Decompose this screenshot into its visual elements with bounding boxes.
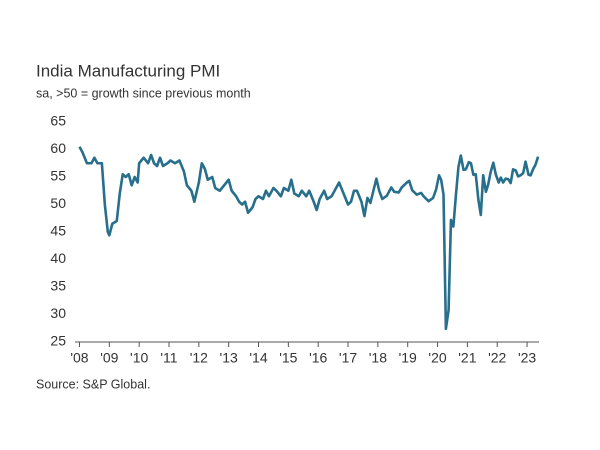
chart-title: India Manufacturing PMI xyxy=(36,61,220,80)
x-tick-label: '09 xyxy=(100,350,118,366)
x-tick-label: '19 xyxy=(399,350,417,366)
y-tick-label: 50 xyxy=(50,195,66,211)
y-tick-label: 35 xyxy=(50,278,66,294)
source-note: Source: S&P Global. xyxy=(36,377,150,391)
y-tick-label: 40 xyxy=(50,250,66,266)
x-tick-label: '15 xyxy=(279,350,297,366)
y-tick-label: 25 xyxy=(50,333,66,349)
x-tick-label: '20 xyxy=(428,350,446,366)
x-tick-label: '22 xyxy=(488,350,506,366)
x-tick-label: '12 xyxy=(190,350,208,366)
x-tick-label: '17 xyxy=(339,350,357,366)
y-tick-label: 55 xyxy=(50,168,66,184)
y-tick-label: 60 xyxy=(50,140,66,156)
x-tick-label: '08 xyxy=(70,350,88,366)
y-tick-label: 30 xyxy=(50,305,66,321)
x-tick-label: '11 xyxy=(160,350,177,366)
x-tick-label: '13 xyxy=(220,350,238,366)
x-tick-label: '14 xyxy=(249,350,267,366)
y-tick-label: 65 xyxy=(50,113,66,129)
x-tick-label: '16 xyxy=(309,350,327,366)
x-tick-label: '18 xyxy=(369,350,387,366)
x-tick-label: '23 xyxy=(518,350,536,366)
y-tick-label: 45 xyxy=(50,223,66,239)
x-tick-label: '10 xyxy=(130,350,148,366)
chart-subtitle: sa, >50 = growth since previous month xyxy=(36,86,251,100)
pmi-line xyxy=(78,146,540,331)
x-tick-label: '21 xyxy=(458,350,476,366)
